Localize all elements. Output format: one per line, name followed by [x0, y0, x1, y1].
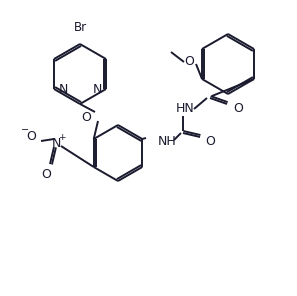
- Text: O: O: [184, 54, 194, 67]
- Text: O: O: [41, 168, 51, 181]
- Text: N: N: [92, 83, 102, 96]
- Text: +: +: [58, 133, 66, 141]
- Text: HN: HN: [176, 102, 194, 115]
- Text: NH: NH: [158, 134, 177, 147]
- Text: O: O: [26, 130, 36, 142]
- Text: N: N: [51, 136, 61, 149]
- Text: O: O: [205, 134, 215, 147]
- Text: −: −: [21, 125, 29, 135]
- Text: Br: Br: [73, 21, 86, 34]
- Text: N: N: [58, 83, 68, 96]
- Text: O: O: [233, 102, 243, 115]
- Text: O: O: [81, 110, 91, 123]
